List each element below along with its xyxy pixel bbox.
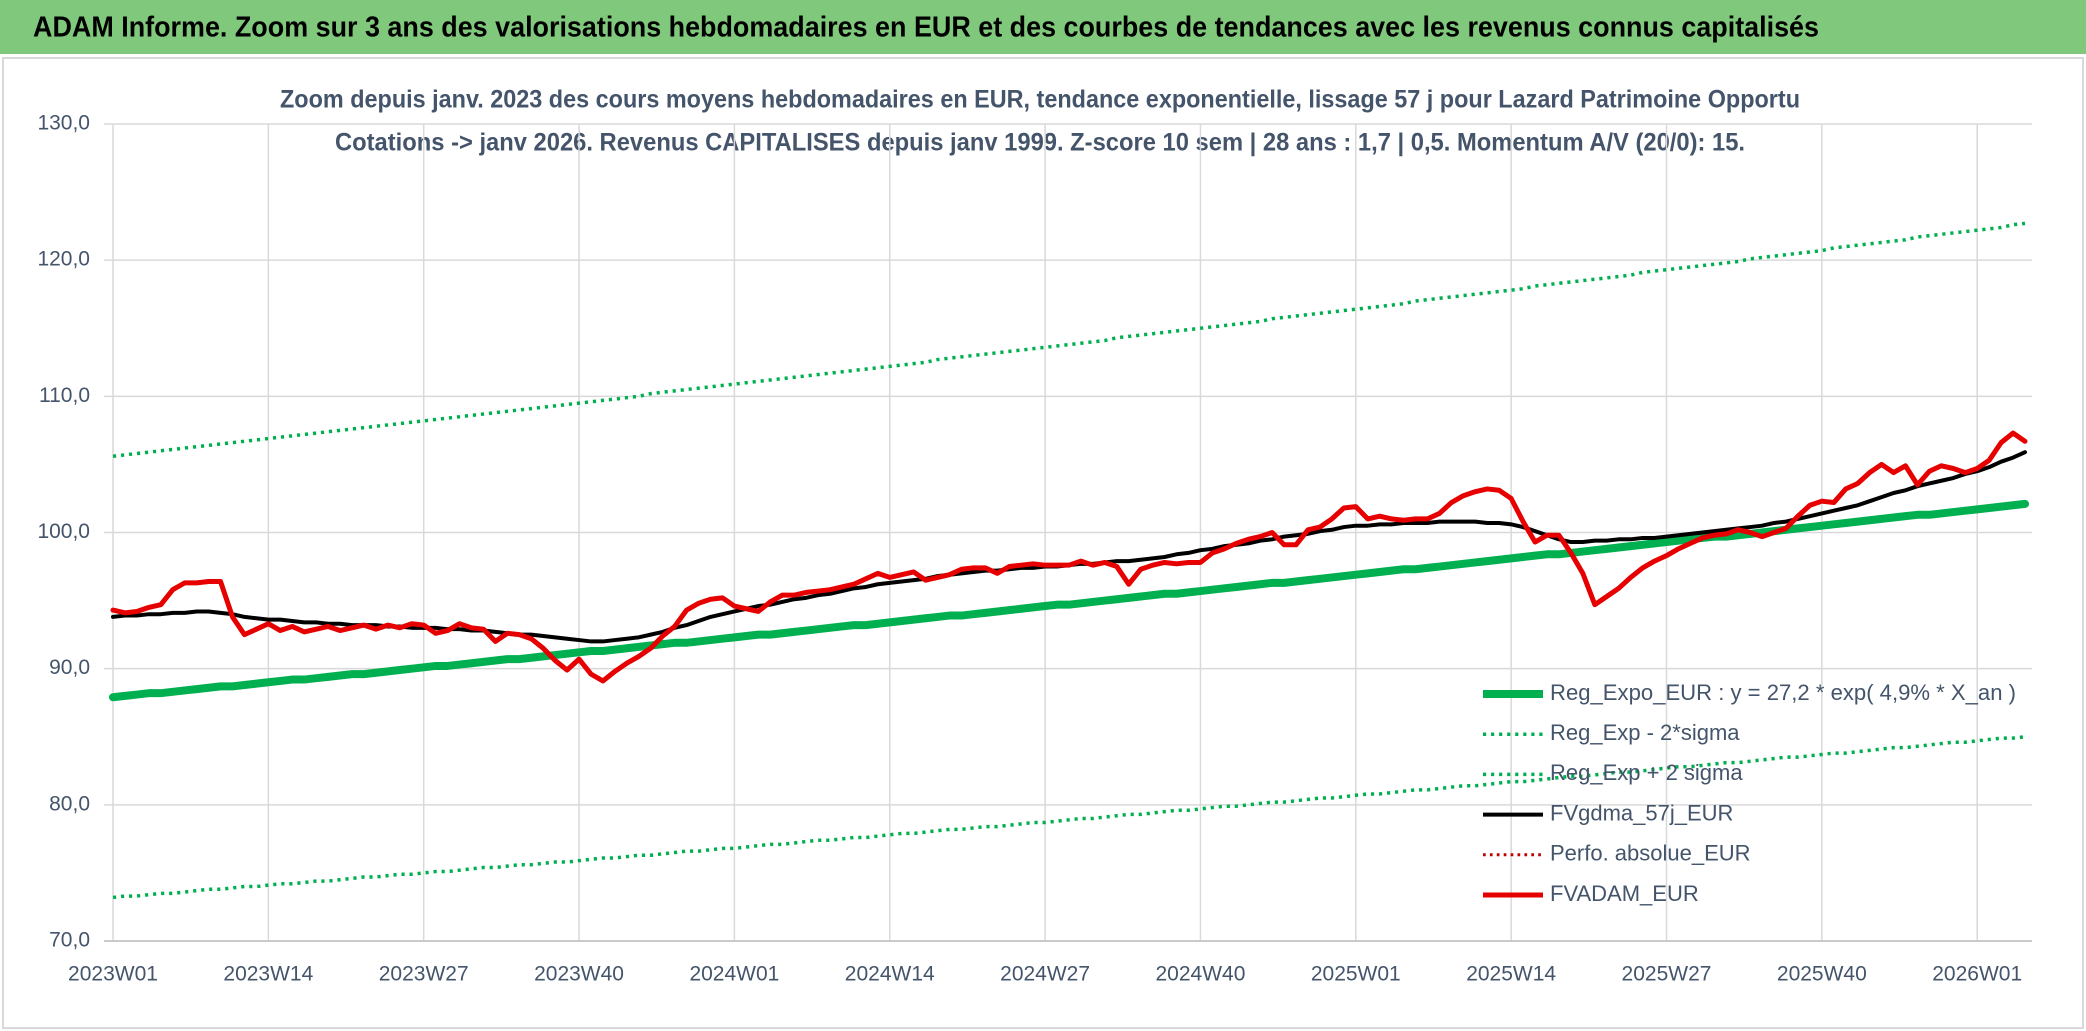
legend-label: Reg_Expo_EUR : y = 27,2 * exp( 4,9% * X_…	[1550, 680, 2016, 705]
chart-frame	[2, 57, 2084, 1029]
y-tick-label: 110,0	[39, 384, 90, 407]
legend-label: FVgdma_57j_EUR	[1550, 800, 1733, 825]
x-tick-label: 2026W01	[1932, 963, 2022, 986]
x-tick-label: 2024W27	[1000, 963, 1090, 986]
y-tick-label: 130,0	[37, 112, 90, 135]
y-tick-label: 90,0	[49, 656, 90, 679]
header-bar	[0, 0, 2086, 54]
y-tick-label: 100,0	[37, 520, 90, 543]
header-title: ADAM Informe. Zoom sur 3 ans des valoris…	[33, 12, 1819, 44]
chart-title: Zoom depuis janv. 2023 des cours moyens …	[280, 86, 1800, 114]
series-line	[110, 430, 2028, 684]
y-tick-label: 120,0	[37, 248, 90, 271]
y-tick-label: 80,0	[49, 792, 90, 815]
x-tick-label: 2023W01	[68, 963, 158, 986]
x-tick-label: 2025W27	[1622, 963, 1712, 986]
legend-label: Perfo. absolue_EUR	[1550, 841, 1751, 866]
x-tick-label: 2025W40	[1777, 963, 1867, 986]
x-tick-label: 2024W01	[689, 963, 779, 986]
y-tick-label: 70,0	[49, 929, 90, 952]
legend-label: FVADAM_EUR	[1550, 881, 1699, 906]
x-tick-label: 2024W14	[845, 963, 935, 986]
chart-subtitle: Cotations -> janv 2026. Revenus CAPITALI…	[335, 129, 1745, 157]
x-tick-label: 2025W14	[1466, 963, 1556, 986]
x-tick-label: 2023W14	[223, 963, 313, 986]
legend-label: Reg_Exp + 2 sigma	[1550, 760, 1743, 785]
x-tick-label: 2025W01	[1311, 963, 1401, 986]
x-tick-label: 2023W27	[379, 963, 469, 986]
series-line	[112, 735, 2026, 900]
x-tick-label: 2024W40	[1155, 963, 1245, 986]
legend-label: Reg_Exp - 2*sigma	[1550, 720, 1740, 745]
x-tick-label: 2023W40	[534, 963, 624, 986]
